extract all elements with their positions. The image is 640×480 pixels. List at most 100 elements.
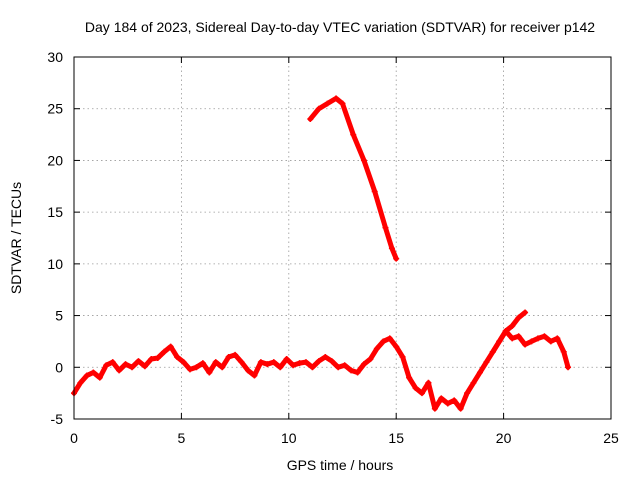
x-tick-label: 25 — [603, 430, 619, 446]
data-point — [373, 345, 380, 352]
data-point — [77, 379, 84, 386]
data-point — [476, 369, 483, 376]
data-point — [290, 362, 297, 369]
data-point — [328, 358, 335, 365]
data-point — [444, 400, 451, 407]
y-tick-label: 25 — [47, 101, 63, 117]
data-point — [238, 359, 245, 366]
data-point — [283, 356, 290, 363]
y-tick-label: 10 — [47, 256, 63, 272]
data-point — [96, 374, 103, 381]
data-point — [128, 364, 135, 371]
data-point — [412, 384, 419, 391]
data-point — [547, 338, 554, 345]
data-point — [322, 353, 329, 360]
y-axis-label: SDTVAR / TECUs — [8, 182, 24, 294]
data-point — [380, 338, 387, 345]
data-point — [560, 348, 567, 355]
data-point — [180, 359, 187, 366]
data-point — [509, 322, 516, 329]
data-point — [244, 367, 251, 374]
y-tick-label: 30 — [47, 49, 63, 65]
data-point — [251, 372, 258, 379]
data-point — [341, 362, 348, 369]
data-point — [425, 379, 432, 386]
data-point — [515, 333, 522, 340]
data-point — [367, 356, 374, 363]
data-point — [360, 157, 367, 164]
data-point — [348, 367, 355, 374]
data-point — [534, 335, 541, 342]
data-point — [309, 364, 316, 371]
series-trace — [490, 309, 528, 355]
data-point — [257, 359, 264, 366]
data-point — [277, 364, 284, 371]
data-point — [386, 335, 393, 342]
x-tick-label: 20 — [496, 430, 512, 446]
data-point — [219, 364, 226, 371]
data-point — [315, 105, 322, 112]
data-point — [489, 348, 496, 355]
data-point — [515, 314, 522, 321]
data-point — [103, 362, 110, 369]
data-point — [225, 353, 232, 360]
data-point — [382, 224, 389, 231]
data-point — [406, 374, 413, 381]
data-point — [333, 95, 340, 102]
data-point — [307, 116, 314, 123]
x-tick-label: 10 — [281, 430, 297, 446]
data-point — [393, 343, 400, 350]
data-point — [565, 364, 572, 371]
data-point — [522, 309, 529, 316]
data-point — [174, 353, 181, 360]
data-point — [541, 333, 548, 340]
x-tick-label: 0 — [70, 430, 78, 446]
series-trace — [71, 328, 571, 412]
data-point — [360, 361, 367, 368]
data-point — [315, 358, 322, 365]
data-point — [212, 359, 219, 366]
data-point — [554, 335, 561, 342]
data-point — [528, 338, 535, 345]
data-point — [502, 328, 509, 335]
data-point — [264, 361, 271, 368]
data-point — [509, 335, 516, 342]
series-trace — [307, 95, 399, 262]
data-point — [431, 405, 438, 412]
y-tick-label: 15 — [47, 204, 63, 220]
data-point — [167, 343, 174, 350]
data-point — [464, 390, 471, 397]
data-point — [186, 366, 193, 373]
data-point — [350, 131, 357, 138]
data-point — [90, 369, 97, 376]
y-tick-label: 5 — [55, 308, 63, 324]
data-point — [339, 100, 346, 107]
y-tick-label: 20 — [47, 152, 63, 168]
data-point — [470, 379, 477, 386]
data-point — [438, 395, 445, 402]
data-point — [148, 356, 155, 363]
data-point — [399, 353, 406, 360]
data-point — [418, 390, 425, 397]
data-point — [483, 359, 490, 366]
y-tick-label: -5 — [51, 411, 64, 427]
data-point — [109, 359, 116, 366]
y-tick-label: 0 — [55, 359, 63, 375]
data-point — [335, 364, 342, 371]
data-point — [522, 341, 529, 348]
data-point — [193, 364, 200, 371]
data-point — [371, 188, 378, 195]
data-point — [451, 397, 458, 404]
x-tick-label: 15 — [388, 430, 404, 446]
data-layer — [71, 95, 572, 412]
data-point — [161, 348, 168, 355]
data-point — [324, 100, 331, 107]
data-point — [354, 369, 361, 376]
data-point — [232, 351, 239, 358]
data-point — [270, 359, 277, 366]
data-point — [206, 369, 213, 376]
x-tick-label: 5 — [178, 430, 186, 446]
data-point — [116, 367, 123, 374]
data-point — [296, 360, 303, 367]
